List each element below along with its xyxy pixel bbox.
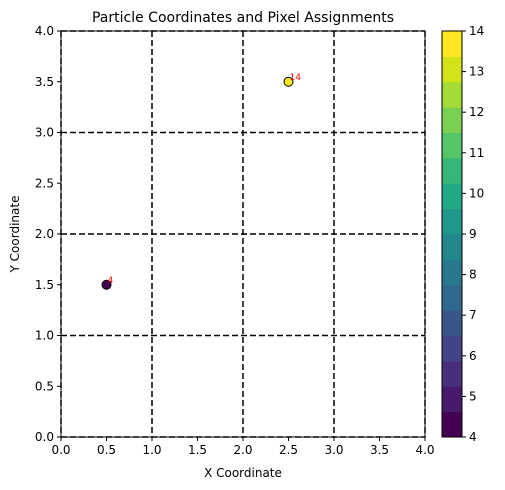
y-axis-label: Y Coordinate	[8, 196, 22, 274]
colorbar-segment	[442, 259, 462, 285]
y-tick-label: 0.5	[35, 379, 54, 393]
point-label: 4	[108, 276, 114, 286]
y-tick-label: 3.0	[35, 126, 54, 140]
colorbar-tick-label: 13	[469, 65, 484, 79]
y-tick-label: 2.5	[35, 176, 54, 190]
colorbar-segment	[442, 285, 462, 311]
x-axis-label: X Coordinate	[204, 466, 282, 480]
colorbar: 4 5 6 7 8 9 10 11 12 13 14	[442, 24, 484, 444]
colorbar-segment	[442, 107, 462, 133]
colorbar-segment	[442, 336, 462, 362]
point-label: 14	[290, 73, 302, 83]
colorbar-segment	[442, 56, 462, 82]
colorbar-segment	[442, 82, 462, 108]
chart-title: Particle Coordinates and Pixel Assignmen…	[92, 10, 394, 26]
x-tick-label: 1.0	[142, 443, 161, 457]
x-tick-label: 3.5	[370, 443, 389, 457]
y-tick-label: 1.5	[35, 278, 54, 292]
colorbar-segment	[442, 361, 462, 387]
y-tick-label: 1.0	[35, 329, 54, 343]
y-tick-label: 4.0	[35, 24, 54, 38]
colorbar-segment	[442, 310, 462, 336]
x-tick-label: 2.0	[233, 443, 252, 457]
colorbar-tick-label: 8	[469, 268, 477, 282]
colorbar-segment	[442, 234, 462, 260]
colorbar-segment	[442, 133, 462, 159]
colorbar-tick-label: 7	[469, 308, 477, 322]
colorbar-tick-label: 14	[469, 24, 484, 38]
colorbar-segment	[442, 412, 462, 438]
colorbar-tick-label: 9	[469, 227, 477, 241]
x-tick-label: 0.5	[97, 443, 116, 457]
y-tick-label: 0.0	[35, 430, 54, 444]
colorbar-tick-label: 12	[469, 105, 484, 119]
x-tick-label: 0.0	[51, 443, 70, 457]
y-tick-label: 2.0	[35, 227, 54, 241]
x-tick-label: 2.5	[279, 443, 298, 457]
colorbar-segment	[442, 31, 462, 57]
x-tick-label: 1.5	[188, 443, 207, 457]
colorbar-segment	[442, 386, 462, 412]
colorbar-segment	[442, 183, 462, 209]
colorbar-tick-label: 11	[469, 146, 484, 160]
colorbar-segment	[442, 158, 462, 184]
plot-area: 0.0 0.5 1.0 1.5 2.0 2.5 3.0 3.5 4.0 0.0 0.5 1.0 1.5 2…	[35, 24, 435, 457]
x-tick-label: 4.0	[415, 443, 434, 457]
x-tick-label: 3.0	[324, 443, 343, 457]
colorbar-tick-label: 5	[469, 389, 477, 403]
colorbar-tick-label: 6	[469, 349, 477, 363]
colorbar-tick-label: 4	[469, 430, 477, 444]
y-tick-label: 3.5	[35, 75, 54, 89]
colorbar-tick-label: 10	[469, 186, 484, 200]
colorbar-segment	[442, 209, 462, 235]
